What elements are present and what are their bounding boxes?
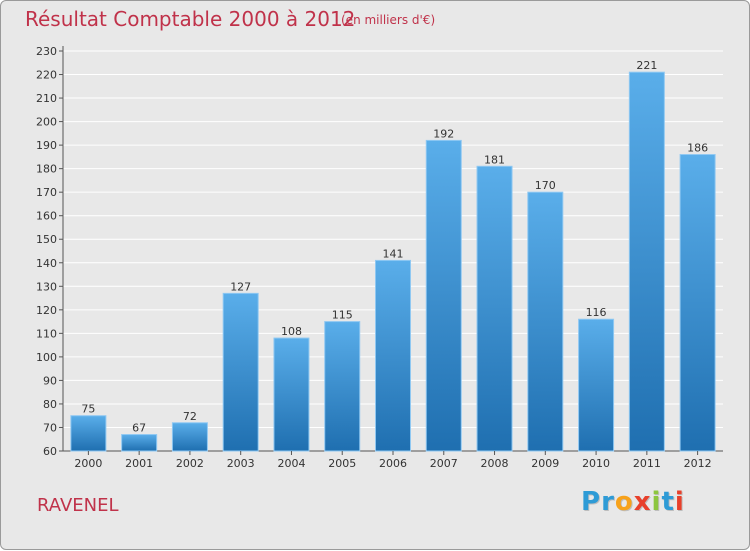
logo-letter: t	[661, 487, 675, 517]
y-tick-label: 230	[36, 45, 57, 58]
logo-letter: r	[601, 487, 615, 517]
y-tick-label: 190	[36, 139, 57, 152]
x-tick-label: 2010	[582, 457, 610, 470]
bar-2010	[578, 318, 615, 452]
y-tick-label: 120	[36, 304, 57, 317]
data-label-2012: 186	[687, 142, 708, 155]
bar-2006	[375, 259, 411, 452]
x-tick-label: 2012	[684, 457, 712, 470]
bar-2012	[679, 154, 716, 452]
y-tick-label: 80	[43, 398, 57, 411]
data-label-2010: 116	[586, 306, 607, 319]
data-label-2006: 141	[383, 247, 404, 260]
y-tick-label: 110	[36, 327, 57, 340]
bar-2004	[273, 337, 310, 452]
y-tick-label: 150	[36, 233, 57, 246]
y-tick-label: 70	[43, 421, 57, 434]
logo-letter: P	[581, 487, 602, 517]
y-tick-label: 200	[36, 116, 57, 129]
x-tick-label: 2000	[74, 457, 102, 470]
data-label-2003: 127	[230, 280, 251, 293]
bar-2008	[476, 165, 513, 452]
y-tick-label: 60	[43, 445, 57, 458]
x-tick-label: 2007	[430, 457, 458, 470]
logo-letter: i	[674, 487, 685, 517]
x-tick-label: 2011	[633, 457, 661, 470]
y-tick-label: 160	[36, 210, 57, 223]
x-tick-label: 2002	[176, 457, 204, 470]
y-tick-label: 210	[36, 92, 57, 105]
bar-2003	[222, 292, 259, 452]
bar-2002	[171, 422, 208, 452]
logo-letter: i	[651, 487, 662, 517]
bar-2007	[425, 139, 462, 452]
proxiti-logo: Proxiti	[581, 487, 685, 517]
x-tick-label: 2005	[328, 457, 356, 470]
bar-2005	[324, 321, 361, 452]
x-tick-label: 2001	[125, 457, 153, 470]
chart-subtitle: (en milliers d'€)	[341, 13, 436, 27]
y-tick-label: 140	[36, 257, 57, 270]
logo-letter: o	[614, 487, 634, 517]
data-label-2001: 67	[132, 422, 146, 435]
x-tick-label: 2003	[227, 457, 255, 470]
bar-2001	[121, 434, 158, 452]
data-label-2000: 75	[81, 403, 95, 416]
data-label-2004: 108	[281, 325, 302, 338]
y-tick-label: 100	[36, 351, 57, 364]
data-label-2005: 115	[332, 309, 353, 322]
data-label-2011: 221	[636, 59, 657, 72]
data-label-2009: 170	[535, 179, 556, 192]
y-tick-label: 130	[36, 280, 57, 293]
chart-title: Résultat Comptable 2000 à 2012	[25, 7, 356, 31]
y-tick-label: 180	[36, 163, 57, 176]
data-label-2002: 72	[183, 410, 197, 423]
data-label-2007: 192	[433, 127, 454, 140]
data-label-2008: 181	[484, 153, 505, 166]
bar-2000	[70, 415, 107, 452]
bar-2011	[628, 71, 665, 452]
x-tick-label: 2008	[481, 457, 509, 470]
x-tick-label: 2006	[379, 457, 407, 470]
y-tick-label: 90	[43, 374, 57, 387]
logo-letter: x	[633, 487, 652, 517]
bar-2009	[527, 191, 564, 452]
x-tick-label: 2009	[531, 457, 559, 470]
x-tick-label: 2004	[277, 457, 305, 470]
y-tick-label: 220	[36, 69, 57, 82]
y-tick-label: 170	[36, 186, 57, 199]
commune-name: RAVENEL	[37, 495, 119, 516]
